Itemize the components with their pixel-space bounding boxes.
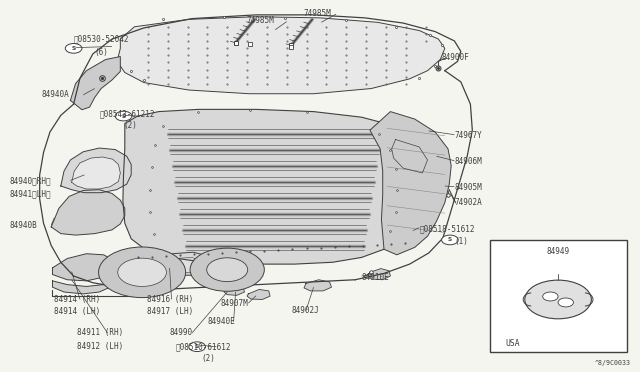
Circle shape	[558, 298, 573, 307]
Text: 84949: 84949	[547, 247, 570, 256]
Text: 74985M: 74985M	[304, 9, 332, 17]
Text: Ⓝ08510-61612: Ⓝ08510-61612	[176, 342, 232, 351]
Text: 84916 (RH): 84916 (RH)	[147, 295, 193, 304]
Text: 84914 (RH): 84914 (RH)	[54, 295, 100, 304]
Circle shape	[543, 292, 558, 301]
Text: 74985M: 74985M	[246, 16, 274, 25]
Polygon shape	[165, 257, 204, 273]
Circle shape	[190, 248, 264, 291]
Circle shape	[207, 258, 248, 282]
Text: S: S	[448, 237, 452, 243]
Text: 84900F: 84900F	[442, 53, 469, 62]
Text: (2): (2)	[124, 121, 138, 130]
Polygon shape	[72, 157, 120, 189]
Text: ^8/9C0033: ^8/9C0033	[595, 360, 630, 366]
Text: 84917 (LH): 84917 (LH)	[147, 307, 193, 316]
Polygon shape	[61, 148, 131, 193]
Text: Ⓝ08530-52042: Ⓝ08530-52042	[74, 35, 129, 44]
Circle shape	[99, 247, 186, 298]
Polygon shape	[304, 280, 332, 291]
Text: (1): (1)	[454, 237, 468, 246]
Polygon shape	[368, 269, 390, 280]
Text: 74967Y: 74967Y	[454, 131, 482, 140]
Text: USA: USA	[506, 339, 520, 348]
Text: (6): (6)	[95, 48, 109, 57]
Text: Ⓝ08543-61212: Ⓝ08543-61212	[99, 109, 155, 118]
Text: 84902J: 84902J	[291, 306, 319, 315]
Text: 84910E: 84910E	[362, 273, 389, 282]
Polygon shape	[247, 289, 270, 299]
Polygon shape	[370, 112, 451, 255]
Polygon shape	[117, 17, 445, 94]
Polygon shape	[52, 280, 112, 294]
Polygon shape	[70, 57, 120, 110]
Text: 84911 (RH): 84911 (RH)	[77, 328, 123, 337]
Circle shape	[189, 342, 205, 352]
Circle shape	[115, 111, 132, 121]
Circle shape	[118, 258, 166, 286]
Text: Ⓝ08518-51612: Ⓝ08518-51612	[419, 224, 475, 233]
Text: 84990: 84990	[170, 328, 193, 337]
Text: 84940B: 84940B	[10, 221, 37, 230]
Polygon shape	[157, 252, 211, 275]
Polygon shape	[204, 248, 244, 265]
Text: 84940A: 84940A	[42, 90, 69, 99]
Text: (2): (2)	[202, 355, 216, 363]
Text: 84941〈LH〉: 84941〈LH〉	[10, 190, 51, 199]
Text: 84940〈RH〉: 84940〈RH〉	[10, 176, 51, 185]
Text: S: S	[72, 46, 76, 51]
Text: 84940E: 84940E	[208, 317, 236, 326]
Polygon shape	[224, 286, 244, 295]
Polygon shape	[392, 140, 428, 173]
Text: S: S	[195, 344, 199, 349]
Text: S: S	[122, 113, 125, 119]
Circle shape	[525, 280, 591, 319]
Text: 84912 (LH): 84912 (LH)	[77, 342, 123, 351]
Circle shape	[442, 235, 458, 245]
Text: 84914 (LH): 84914 (LH)	[54, 307, 100, 316]
Text: 84907M: 84907M	[221, 299, 248, 308]
Bar	[490, 240, 627, 352]
Text: 84906M: 84906M	[454, 157, 482, 166]
Text: 84905M: 84905M	[454, 183, 482, 192]
Polygon shape	[123, 109, 416, 264]
Polygon shape	[52, 254, 114, 281]
Circle shape	[65, 44, 82, 53]
Polygon shape	[51, 190, 125, 235]
Text: 74902A: 74902A	[454, 198, 482, 207]
